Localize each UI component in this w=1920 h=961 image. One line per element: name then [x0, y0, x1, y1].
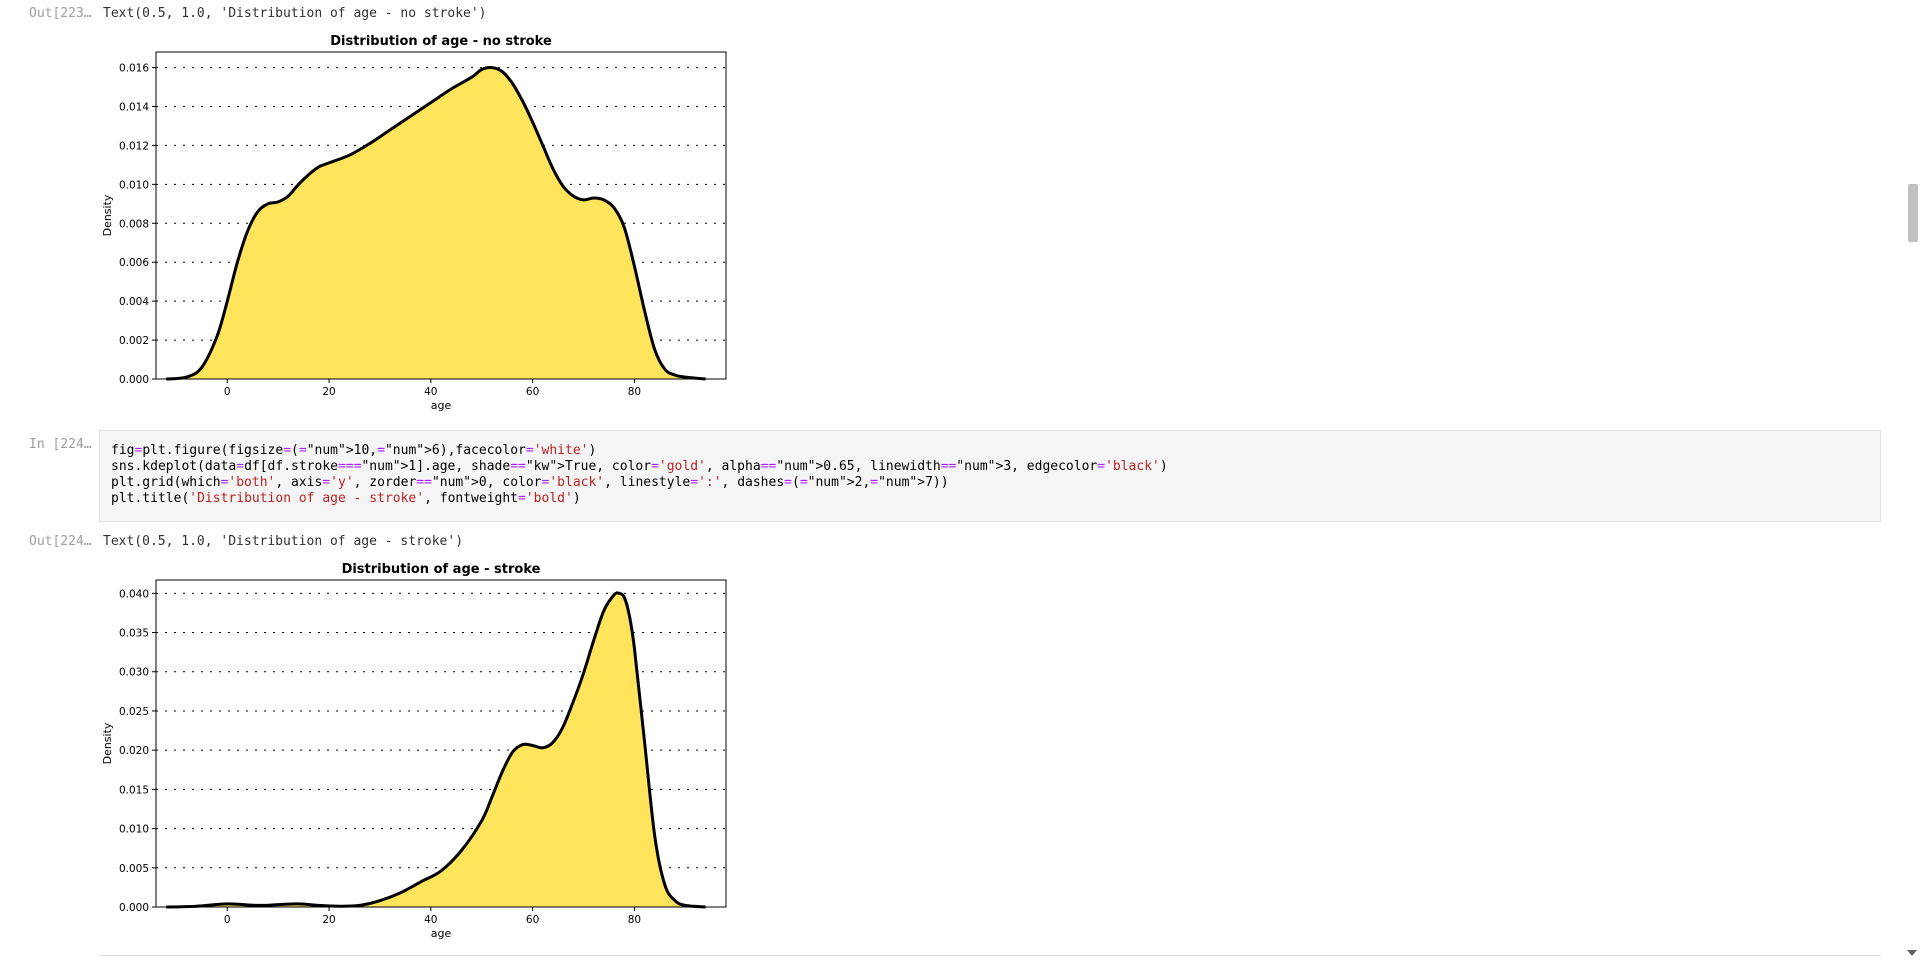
kde-chart-stroke: Distribution of age - stroke 0.000 0.005 0.…	[101, 562, 727, 940]
x-tick-label: 40	[424, 386, 437, 398]
code-line-1: fig=plt.figure(figsize=(="num">10,="num"…	[111, 443, 597, 458]
plot-frame	[155, 51, 727, 380]
y-tick-label: 0.016	[119, 63, 149, 75]
y-tick-label: 0.000	[119, 374, 149, 386]
x-tick-label: 20	[322, 386, 335, 398]
out-prompt-224: Out[224…	[29, 534, 92, 549]
y-tick-label: 0.002	[119, 335, 149, 347]
y-tick-label: 0.040	[119, 588, 149, 600]
code-line-4: plt.title('Distribution of age - stroke'…	[111, 491, 581, 506]
plot-frame	[155, 579, 727, 908]
scroll-down-arrow-icon[interactable]	[1907, 950, 1917, 956]
y-tick-label: 0.000	[119, 902, 149, 914]
x-tick-label: 40	[424, 914, 437, 926]
output-text-224: Text(0.5, 1.0, 'Distribution of age - st…	[103, 534, 464, 549]
kde-chart-no-stroke: Distribution of age - no stroke 0.000 0.00…	[101, 34, 727, 412]
y-tick-label: 0.012	[119, 140, 149, 152]
y-tick-label: 0.015	[119, 784, 149, 796]
y-tick-label: 0.006	[119, 257, 149, 269]
x-axis-label: age	[431, 927, 452, 940]
density-area	[166, 592, 706, 907]
chart-title: Distribution of age - no stroke	[330, 34, 552, 49]
density-line	[166, 66, 706, 381]
chart-title: Distribution of age - stroke	[342, 562, 541, 577]
code-line-3: plt.grid(which='both', axis='y', zorder=…	[111, 475, 949, 490]
x-tick-label: 0	[224, 914, 231, 926]
y-tick-label: 0.010	[119, 824, 149, 836]
x-tick-label: 80	[628, 386, 641, 398]
x-tick-label: 80	[628, 914, 641, 926]
x-tick-label: 60	[526, 914, 539, 926]
x-tick-label: 60	[526, 386, 539, 398]
y-tick-label: 0.005	[119, 863, 149, 875]
scrollbar-thumb[interactable]	[1908, 184, 1918, 242]
out-prompt-223: Out[223…	[29, 6, 92, 21]
y-tick-label: 0.014	[119, 102, 149, 114]
y-tick-label: 0.025	[119, 706, 149, 718]
y-axis-label: Density	[101, 722, 114, 764]
density-area	[166, 67, 706, 379]
vertical-scrollbar[interactable]	[1904, 0, 1920, 960]
x-axis-label: age	[431, 399, 452, 412]
in-prompt-224: In [224…	[29, 437, 92, 452]
y-tick-label: 0.004	[119, 296, 149, 308]
code-cell-224[interactable]: fig=plt.figure(figsize=(="num">10,="num"…	[99, 430, 1881, 522]
x-tick-label: 0	[224, 386, 231, 398]
y-tick-label: 0.010	[119, 179, 149, 191]
code-line-2: sns.kdeplot(data=df[df.stroke==="num">1]…	[111, 459, 1168, 474]
y-tick-label: 0.020	[119, 745, 149, 757]
y-tick-label: 0.035	[119, 628, 149, 640]
next-cell-border	[99, 955, 1881, 961]
y-axis-label: Density	[101, 194, 114, 236]
y-tick-label: 0.008	[119, 218, 149, 230]
y-tick-label: 0.030	[119, 667, 149, 679]
x-tick-label: 20	[322, 914, 335, 926]
density-line	[166, 591, 706, 909]
output-text-223: Text(0.5, 1.0, 'Distribution of age - no…	[103, 6, 487, 21]
